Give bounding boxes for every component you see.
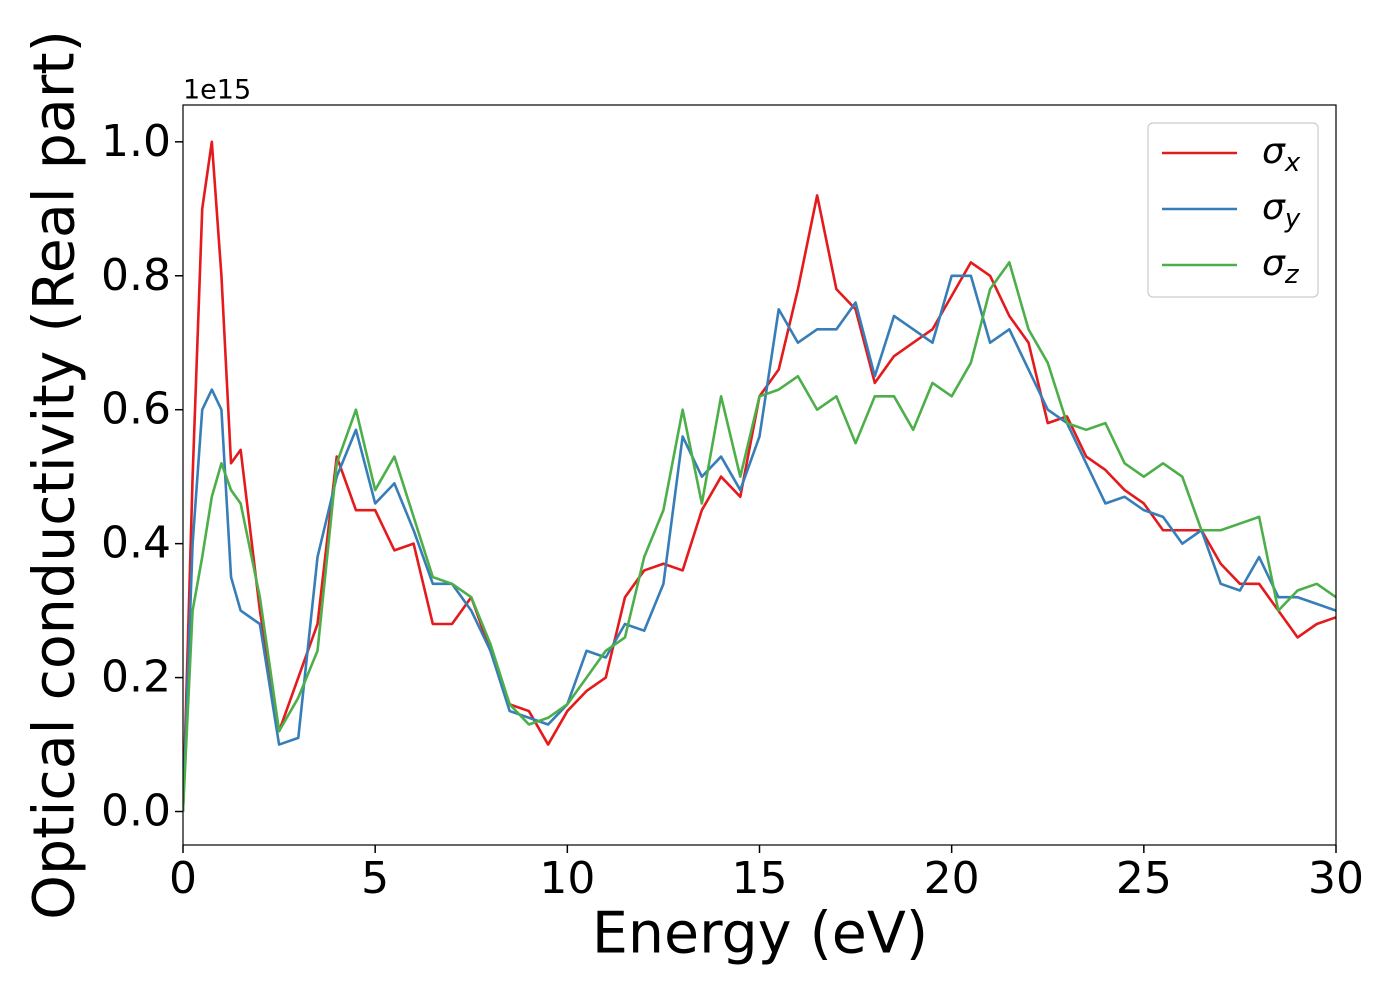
y-tick-label: 0.0 [101,786,171,837]
x-tick-label: 20 [924,853,980,904]
y-tick-label: 1.0 [101,116,171,167]
series-line [183,140,1336,812]
series-line [183,261,1336,812]
x-tick-label: 5 [361,853,389,904]
series-line [183,274,1336,812]
y-tick-label: 0.8 [101,250,171,301]
x-tick-label: 30 [1308,853,1364,904]
x-tick-label: 0 [169,853,197,904]
y-tick-label: 0.4 [101,518,171,569]
x-tick-label: 25 [1116,853,1172,904]
x-tick-label: 10 [539,853,595,904]
y-offset-label: 1e15 [183,75,251,106]
legend-label: σx [1262,131,1301,178]
y-tick-label: 0.2 [101,652,171,703]
x-axis-label: Energy (eV) [592,901,928,967]
legend-label: σz [1262,243,1300,290]
y-tick-label: 0.6 [101,384,171,435]
plot-frame [182,104,1337,846]
legend-label: σy [1262,187,1301,234]
y-axis-label: Optical conductivity (Real part) [22,30,88,920]
x-tick-label: 15 [732,853,788,904]
